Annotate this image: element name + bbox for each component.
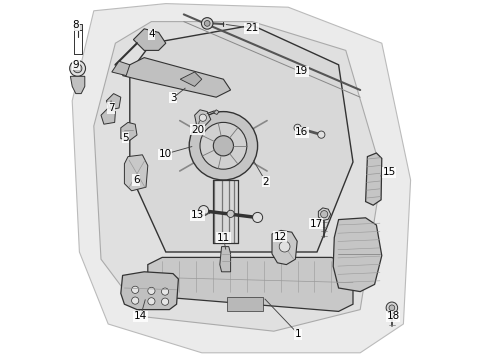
Polygon shape bbox=[130, 25, 353, 252]
Circle shape bbox=[189, 112, 258, 180]
Text: 13: 13 bbox=[191, 210, 204, 220]
Text: 3: 3 bbox=[170, 93, 176, 103]
Text: 2: 2 bbox=[263, 177, 269, 187]
Text: 8: 8 bbox=[73, 20, 79, 30]
Polygon shape bbox=[272, 230, 297, 265]
Circle shape bbox=[70, 60, 86, 76]
Polygon shape bbox=[180, 72, 202, 86]
Circle shape bbox=[148, 287, 155, 294]
Polygon shape bbox=[72, 4, 411, 353]
Circle shape bbox=[227, 210, 234, 217]
Text: 17: 17 bbox=[310, 219, 323, 229]
Polygon shape bbox=[214, 110, 219, 114]
Circle shape bbox=[386, 302, 398, 314]
Text: 19: 19 bbox=[295, 66, 309, 76]
Circle shape bbox=[199, 114, 206, 121]
Polygon shape bbox=[318, 208, 331, 221]
Text: 12: 12 bbox=[273, 232, 287, 242]
Polygon shape bbox=[106, 94, 121, 110]
Text: 5: 5 bbox=[122, 132, 129, 143]
Circle shape bbox=[201, 18, 213, 29]
Text: 9: 9 bbox=[73, 60, 79, 70]
Circle shape bbox=[213, 136, 233, 156]
Polygon shape bbox=[195, 110, 211, 125]
Polygon shape bbox=[148, 257, 353, 311]
Circle shape bbox=[252, 212, 263, 222]
Circle shape bbox=[162, 298, 169, 305]
Polygon shape bbox=[71, 76, 85, 94]
Polygon shape bbox=[112, 61, 130, 76]
Circle shape bbox=[132, 297, 139, 304]
Circle shape bbox=[200, 122, 247, 169]
Polygon shape bbox=[122, 58, 231, 97]
Text: 15: 15 bbox=[382, 167, 395, 177]
Circle shape bbox=[198, 206, 209, 216]
Circle shape bbox=[294, 124, 301, 131]
Circle shape bbox=[204, 21, 210, 26]
Circle shape bbox=[389, 305, 395, 311]
Text: 10: 10 bbox=[159, 149, 171, 159]
Text: 7: 7 bbox=[108, 103, 114, 113]
Circle shape bbox=[74, 64, 82, 73]
Text: 4: 4 bbox=[148, 29, 155, 39]
Polygon shape bbox=[333, 218, 382, 292]
Circle shape bbox=[320, 211, 328, 218]
Circle shape bbox=[132, 286, 139, 293]
Circle shape bbox=[148, 298, 155, 305]
Text: 11: 11 bbox=[217, 233, 230, 243]
Polygon shape bbox=[124, 155, 148, 191]
Text: 20: 20 bbox=[191, 125, 204, 135]
Polygon shape bbox=[227, 297, 263, 311]
Polygon shape bbox=[94, 22, 382, 331]
Text: 6: 6 bbox=[133, 175, 140, 185]
Text: 14: 14 bbox=[134, 311, 147, 321]
Text: 21: 21 bbox=[245, 23, 258, 33]
Polygon shape bbox=[121, 272, 178, 310]
Polygon shape bbox=[101, 108, 116, 124]
Polygon shape bbox=[220, 247, 231, 272]
Text: 1: 1 bbox=[295, 329, 301, 339]
FancyBboxPatch shape bbox=[74, 24, 81, 30]
Polygon shape bbox=[133, 29, 166, 50]
Polygon shape bbox=[121, 122, 137, 140]
Circle shape bbox=[162, 288, 169, 295]
Polygon shape bbox=[366, 153, 382, 205]
Text: 16: 16 bbox=[295, 127, 309, 138]
Circle shape bbox=[279, 241, 290, 252]
Circle shape bbox=[318, 131, 325, 138]
Text: 18: 18 bbox=[387, 311, 400, 321]
